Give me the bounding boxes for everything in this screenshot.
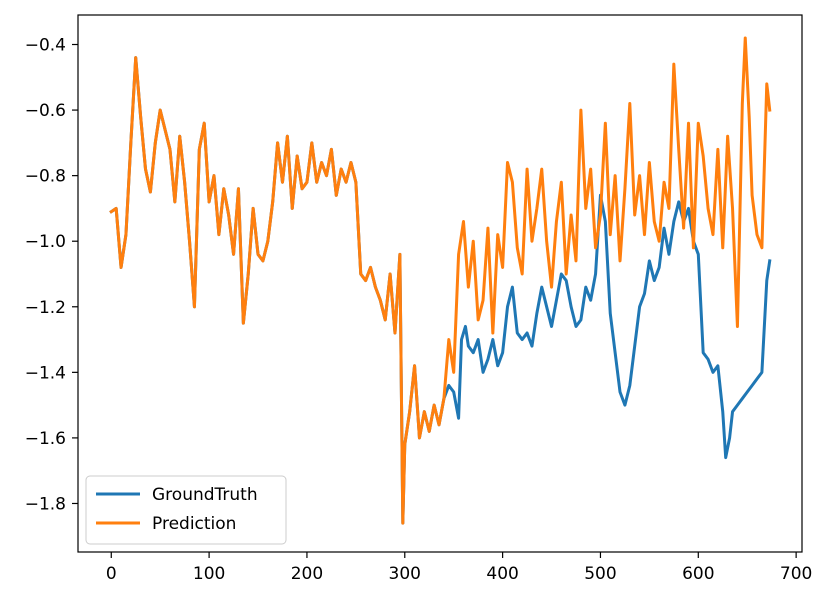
y-tick-label: −1.4 bbox=[25, 363, 66, 383]
x-tick-label: 300 bbox=[389, 564, 421, 584]
y-tick-label: −1.6 bbox=[25, 429, 66, 449]
y-tick-label: −0.8 bbox=[25, 167, 66, 187]
x-tick-label: 100 bbox=[193, 564, 225, 584]
x-tick-label: 0 bbox=[106, 564, 117, 584]
y-axis: −1.8 −1.6 −1.4 −1.2 −1.0 −0.8 −0.6 −0.4 bbox=[25, 36, 78, 514]
legend-label-prediction: Prediction bbox=[152, 514, 236, 534]
legend: GroundTruth Prediction bbox=[85, 475, 287, 545]
plot-frame bbox=[77, 14, 803, 553]
y-tick-label: −1.2 bbox=[25, 298, 66, 318]
x-tick-label: 700 bbox=[780, 564, 812, 584]
x-tick-label: 400 bbox=[486, 564, 518, 584]
legend-label-groundtruth: GroundTruth bbox=[152, 485, 258, 505]
x-axis: 0 100 200 300 400 500 600 700 bbox=[106, 552, 812, 584]
plot-background bbox=[78, 15, 802, 552]
y-tick-label: −0.6 bbox=[25, 101, 66, 121]
y-tick-label: −1.0 bbox=[25, 232, 66, 252]
series-line-prediction bbox=[109, 36, 772, 525]
y-tick-label: −0.4 bbox=[25, 36, 66, 56]
y-tick-label: −1.8 bbox=[25, 494, 66, 514]
series-layer bbox=[109, 36, 772, 525]
x-tick-label: 600 bbox=[682, 564, 714, 584]
x-tick-label: 500 bbox=[584, 564, 616, 584]
x-tick-label: 200 bbox=[291, 564, 323, 584]
